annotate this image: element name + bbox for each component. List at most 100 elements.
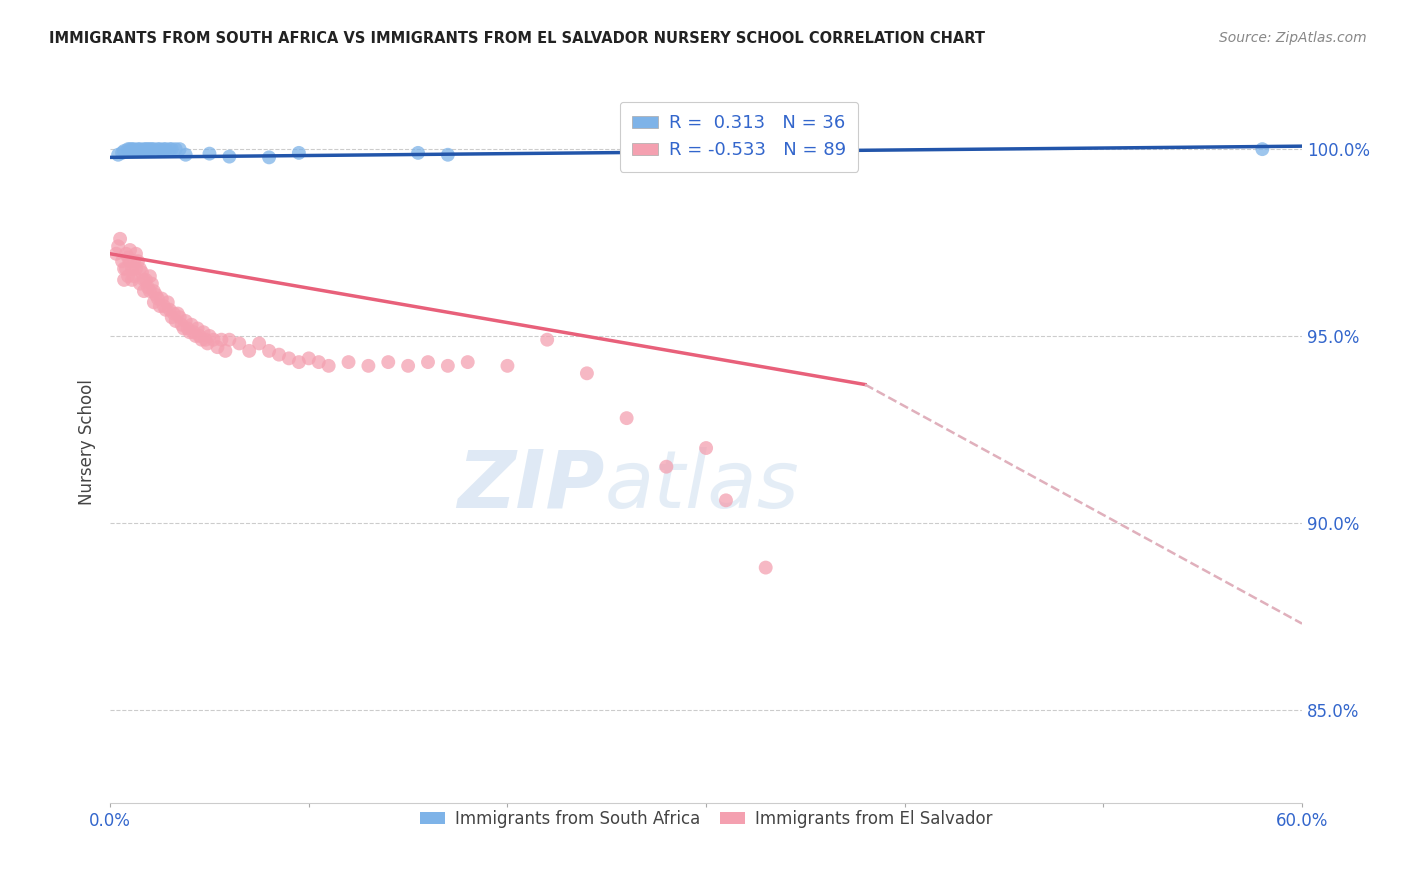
Point [142,284,165,298]
Point [142,142,165,156]
Point [121,261,143,276]
Point [170,318,193,332]
Point [121,142,143,156]
Point [127,254,149,268]
Point [437,147,460,161]
Point [714,145,737,160]
Point [173,321,195,335]
Point [536,333,558,347]
Point [132,273,155,287]
Point [184,329,207,343]
Point [174,147,197,161]
Point [145,288,167,302]
Point [139,269,162,284]
Point [111,145,134,160]
Point [139,284,162,298]
Point [125,261,148,276]
Point [267,348,290,362]
Point [111,254,134,268]
Point [318,359,340,373]
Point [150,143,173,157]
Point [142,295,165,310]
Point [127,142,149,156]
Point [141,142,163,156]
Point [165,142,187,156]
Point [132,284,155,298]
Point [118,142,141,156]
Point [122,254,145,268]
Point [377,355,399,369]
Point [406,145,429,160]
Point [1251,142,1274,156]
Point [198,146,221,161]
Point [202,333,225,347]
Point [135,142,157,156]
Point [238,343,260,358]
Point [416,355,439,369]
Point [194,333,217,347]
Point [308,355,330,369]
Point [165,314,187,328]
Point [129,261,152,276]
Point [174,314,197,328]
Point [129,142,152,156]
Point [257,150,280,164]
Point [575,367,598,381]
Point [112,273,135,287]
Point [156,295,179,310]
Point [152,299,174,313]
Point [218,333,240,347]
Point [136,142,159,156]
Point [183,325,205,339]
Legend: Immigrants from South Africa, Immigrants from El Salvador: Immigrants from South Africa, Immigrants… [413,803,1000,834]
Point [228,336,250,351]
Point [298,351,321,366]
Point [105,246,128,260]
Point [714,493,737,508]
Point [131,143,153,157]
Point [218,150,240,164]
Point [112,261,135,276]
Point [108,232,131,246]
Point [160,142,183,156]
Point [437,359,460,373]
Point [139,142,162,156]
Point [198,329,221,343]
Point [247,336,270,351]
Point [129,277,152,291]
Point [118,243,141,257]
Point [169,142,191,156]
Point [107,147,129,161]
Point [117,269,139,284]
Point [207,340,229,354]
Point [160,310,183,325]
Point [131,265,153,279]
Point [122,142,145,156]
Point [496,359,519,373]
Point [115,261,138,276]
Point [149,142,172,156]
Point [135,273,157,287]
Point [616,411,638,425]
Point [155,302,177,317]
Point [257,343,280,358]
Point [149,299,172,313]
Point [146,292,169,306]
Point [118,254,141,268]
Point [457,355,479,369]
Point [187,321,209,335]
Point [115,246,138,260]
Point [163,306,186,320]
Point [288,355,311,369]
Text: ZIP: ZIP [457,447,605,524]
Point [125,246,148,260]
Point [117,251,139,265]
Text: atlas: atlas [605,447,800,524]
Point [278,351,301,366]
Point [695,441,717,455]
Point [193,325,215,339]
Y-axis label: Nursery School: Nursery School [79,379,96,506]
Point [337,355,360,369]
Point [125,143,148,157]
Point [122,269,145,284]
